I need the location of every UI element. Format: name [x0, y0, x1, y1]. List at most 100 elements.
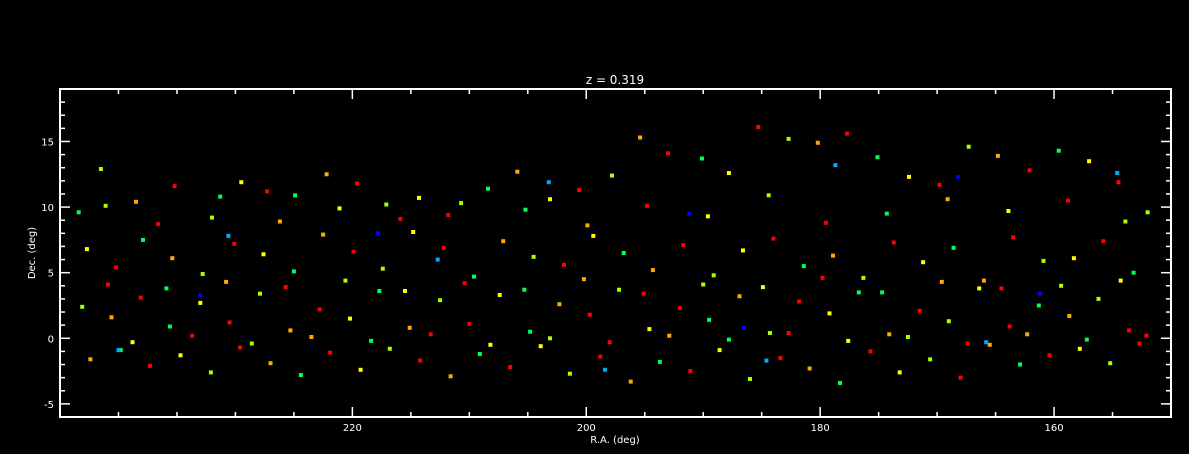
- data-point: [462, 281, 467, 286]
- data-point: [548, 336, 552, 341]
- x-tick-label: 180: [811, 423, 830, 434]
- data-point: [467, 321, 472, 326]
- data-point: [760, 285, 765, 290]
- data-point: [687, 211, 692, 216]
- data-point: [531, 254, 536, 259]
- data-point: [887, 332, 892, 337]
- data-point: [435, 257, 440, 262]
- data-point: [546, 180, 551, 185]
- data-point: [741, 248, 745, 253]
- data-point: [268, 361, 273, 366]
- data-point: [603, 367, 607, 372]
- data-point: [846, 338, 851, 343]
- data-point: [607, 340, 612, 345]
- data-point: [232, 241, 237, 246]
- data-point: [1066, 198, 1071, 203]
- data-point: [966, 144, 971, 149]
- y-axis: -5 0 5 10 15: [41, 101, 1171, 411]
- data-point: [907, 174, 911, 179]
- data-point: [1101, 239, 1106, 244]
- x-tick-label: 200: [577, 423, 596, 434]
- data-point: [387, 346, 392, 351]
- data-point: [403, 289, 407, 293]
- data-point: [76, 210, 81, 215]
- data-point: [884, 211, 889, 216]
- data-point: [981, 278, 986, 283]
- data-point: [249, 341, 254, 346]
- data-point: [226, 233, 231, 238]
- data-point: [617, 287, 621, 292]
- data-point: [118, 348, 123, 353]
- data-point: [239, 180, 244, 185]
- data-point: [1144, 333, 1149, 338]
- data-point: [1011, 235, 1016, 240]
- data-point: [198, 293, 203, 297]
- data-point: [1096, 296, 1101, 301]
- data-point: [987, 342, 992, 347]
- data-point: [355, 181, 359, 186]
- data-point: [277, 219, 282, 224]
- data-point: [937, 182, 942, 187]
- data-point: [742, 325, 747, 330]
- data-point: [815, 140, 820, 145]
- y-tick-label: 10: [41, 203, 54, 214]
- data-point: [164, 286, 169, 291]
- data-point: [917, 308, 922, 313]
- data-point: [141, 237, 145, 242]
- data-point: [880, 290, 885, 295]
- data-point: [384, 202, 389, 207]
- data-point: [1131, 270, 1136, 275]
- data-point: [508, 365, 513, 370]
- data-point: [891, 240, 896, 245]
- data-point: [418, 358, 423, 363]
- data-point: [477, 352, 482, 356]
- data-point: [428, 332, 433, 337]
- data-point: [567, 371, 572, 376]
- data-point: [538, 344, 543, 349]
- data-point: [488, 342, 493, 347]
- data-point: [827, 311, 832, 316]
- data-point: [261, 252, 266, 257]
- data-point: [756, 125, 761, 129]
- data-point: [845, 131, 850, 136]
- data-point: [562, 262, 566, 267]
- data-point: [130, 340, 135, 345]
- data-point: [515, 169, 520, 174]
- data-point: [407, 325, 412, 330]
- data-point: [965, 341, 970, 346]
- data-point: [1041, 258, 1046, 263]
- data-point: [227, 320, 232, 325]
- y-tick-label: -5: [44, 400, 54, 411]
- data-point: [298, 373, 303, 377]
- data-point: [939, 279, 944, 284]
- data-point: [238, 345, 243, 350]
- data-point: [771, 236, 776, 241]
- data-point: [1145, 210, 1150, 215]
- data-point: [833, 163, 838, 168]
- data-point: [645, 203, 650, 208]
- data-point: [807, 366, 812, 371]
- data-point: [1007, 324, 1012, 329]
- data-point: [1077, 346, 1082, 351]
- data-point: [861, 275, 866, 280]
- data-point: [528, 329, 533, 334]
- data-point: [591, 233, 596, 238]
- data-point: [610, 173, 614, 178]
- data-point: [945, 197, 950, 202]
- data-point: [1067, 314, 1072, 318]
- data-point: [417, 195, 421, 200]
- data-point: [764, 358, 769, 363]
- data-point: [1006, 209, 1011, 213]
- data-point: [218, 194, 223, 199]
- data-point: [472, 274, 476, 279]
- x-tick-label: 160: [1045, 423, 1064, 434]
- data-point: [824, 220, 828, 225]
- data-point: [956, 174, 961, 179]
- data-point: [148, 363, 152, 368]
- data-point: [324, 172, 329, 177]
- data-point: [1059, 283, 1064, 288]
- x-axis: 220 200 180 160: [59, 89, 1172, 434]
- data-point: [178, 353, 183, 358]
- y-tick-label: 15: [41, 137, 54, 148]
